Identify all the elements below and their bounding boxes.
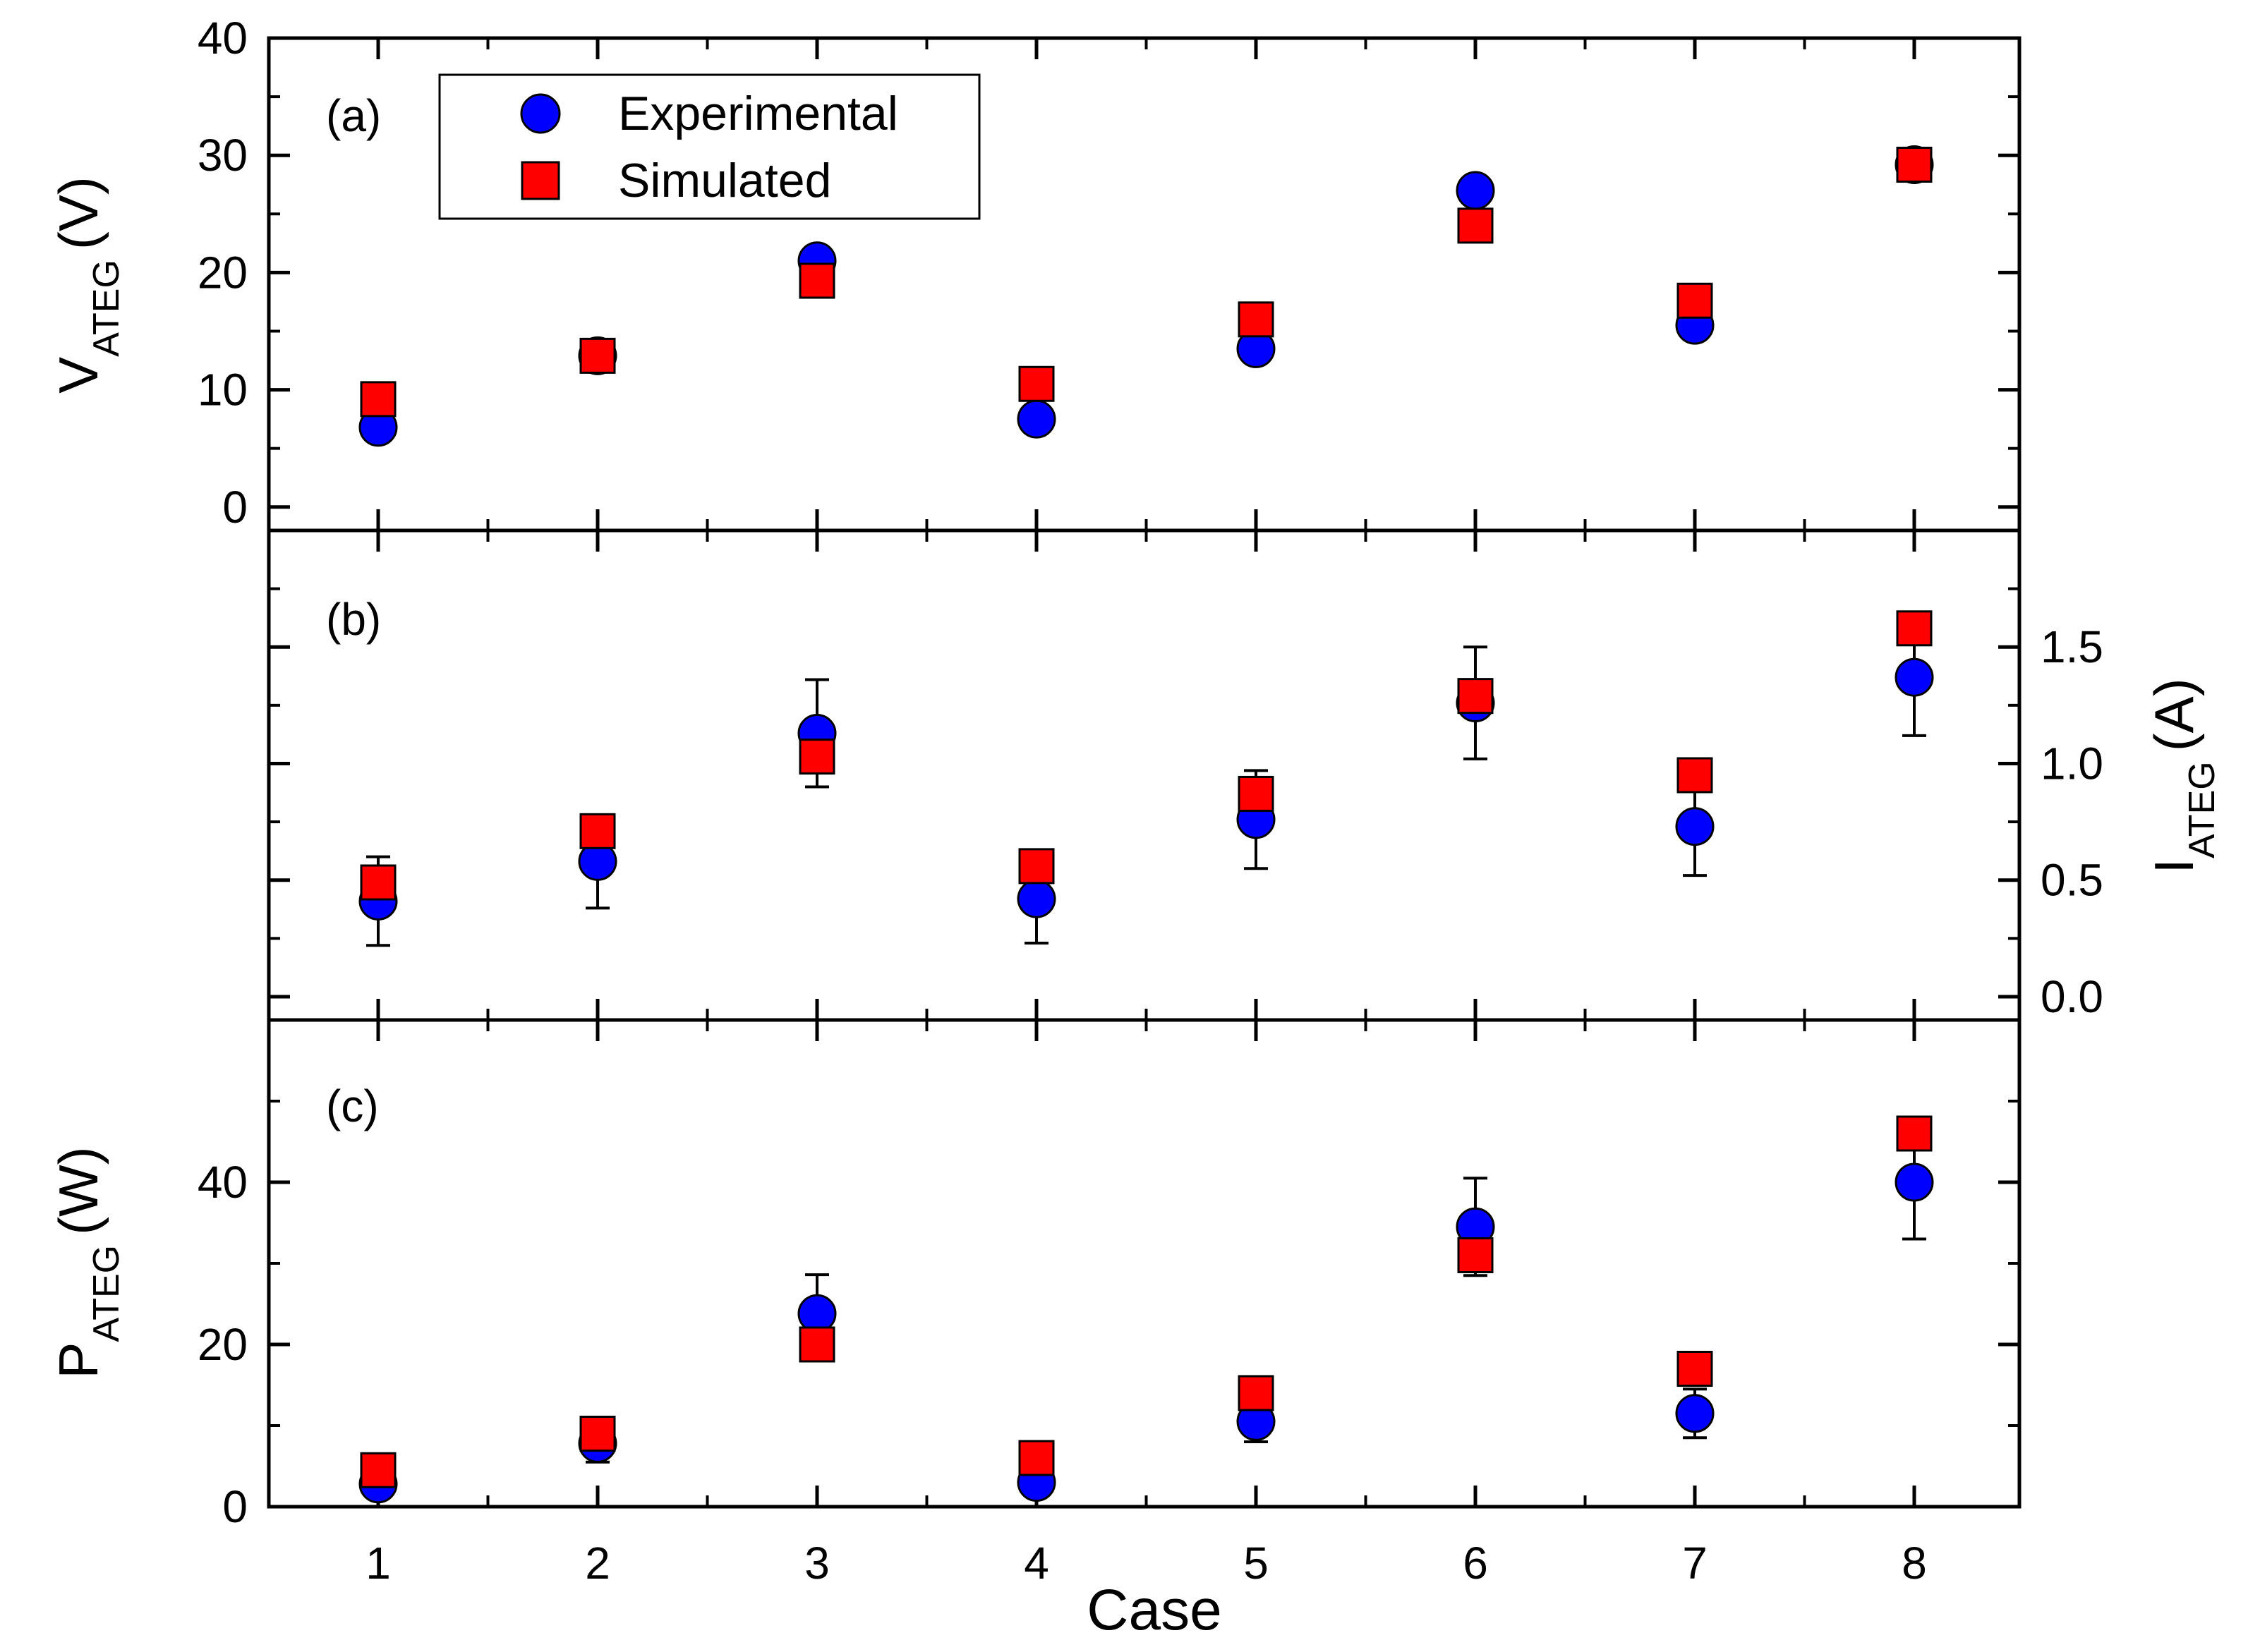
svg-text:PATEG(W): PATEG (W): [47, 1146, 127, 1378]
panel-a-simulated-point: [1676, 282, 1713, 319]
panel-c-simulated-point: [1676, 1351, 1713, 1387]
panel-c-experimental-point: [1675, 1394, 1715, 1433]
x-axis-title: Case: [1087, 1578, 1221, 1642]
panel-b-ytick-label: 1.0: [2041, 738, 2103, 789]
panel-c-simulated-point: [360, 1452, 397, 1488]
panel-b-simulated-point: [360, 864, 397, 901]
panel-a-experimental-point: [1456, 171, 1495, 210]
panel-b-experimental-point: [1017, 879, 1056, 918]
markers-layer: [358, 145, 1934, 1504]
panel-a-experimental-point: [1017, 399, 1056, 439]
panel-c-ytick-label: 40: [198, 1157, 248, 1208]
ylabel-b-unit: (A): [2143, 678, 2205, 751]
xtick-label: 1: [365, 1538, 391, 1589]
panel-c-ytick-label: 0: [222, 1481, 248, 1532]
panel-c-simulated-point: [579, 1416, 616, 1452]
panel-c-frame: [267, 1018, 2022, 1509]
panel-a-ytick-label: 40: [198, 13, 248, 63]
ylabel-a-sub: ATEG: [86, 260, 127, 357]
panel-b-simulated-point: [1457, 678, 1494, 715]
legend: Experimental Simulated: [438, 73, 981, 220]
svg-text:VATEG(V): VATEG (V): [47, 176, 127, 394]
panel-b-ytick-label: 1.5: [2041, 621, 2103, 672]
panel-b-experimental-point: [1675, 807, 1715, 846]
panel-b-simulated-point: [1896, 610, 1933, 647]
panel-a-simulated-point: [360, 381, 397, 418]
xtick-label: 6: [1463, 1538, 1488, 1589]
ylabel-a-main: V: [47, 357, 109, 394]
ylabel-a: VATEG (V): [47, 176, 127, 394]
panel-a-simulated-point: [579, 337, 616, 374]
panel-b-simulated-point: [1676, 757, 1713, 794]
ylabel-c-sub: ATEG: [86, 1245, 127, 1342]
panel-b-tag: (b): [326, 594, 381, 645]
panel-c-tag: (c): [326, 1081, 379, 1131]
ylabel-b-main: I: [2143, 858, 2205, 874]
panel-a-simulated-point: [1018, 365, 1055, 402]
panel-a-simulated-point: [799, 262, 835, 299]
legend-experimental-marker: [520, 93, 561, 134]
legend-simulated-marker: [521, 161, 560, 200]
panel-a-ytick-label: 30: [198, 130, 248, 181]
panel-c-simulated-point: [1018, 1440, 1055, 1476]
panel-b-simulated-point: [1018, 848, 1055, 885]
xtick-label: 8: [1902, 1538, 1927, 1589]
panel-b-experimental-point: [1895, 657, 1934, 697]
xtick-label: 5: [1243, 1538, 1269, 1589]
xtick-label: 4: [1024, 1538, 1049, 1589]
panel-a-simulated-point: [1896, 146, 1933, 183]
panel-a-tag: (a): [326, 90, 381, 141]
ylabel-b-sub: ATEG: [2182, 761, 2223, 858]
panel-c-ytick-label: 20: [198, 1319, 248, 1370]
panel-b-ytick-label: 0.5: [2041, 855, 2103, 906]
ylabel-c-unit: (W): [47, 1146, 109, 1235]
panel-c-simulated-point: [1238, 1375, 1274, 1411]
panel-a-ytick-label: 0: [222, 482, 248, 533]
ticks-layer: 0 10 20 30 40 0.0 0.5 1.0 1.5 0 20 40 1 2 3 4 5 6 7 8: [198, 13, 2103, 1589]
panel-a-ytick-label: 10: [198, 365, 248, 415]
ylabel-b: IATEG (A): [2143, 678, 2223, 873]
legend-simulated-label: Simulated: [618, 154, 831, 207]
panel-a-ytick-label: 20: [198, 247, 248, 298]
panel-b-simulated-point: [1238, 775, 1274, 812]
xtick-label: 2: [585, 1538, 610, 1589]
ylabel-c: PATEG (W): [47, 1146, 127, 1378]
legend-experimental-label: Experimental: [618, 87, 898, 140]
panel-c-simulated-point: [1896, 1115, 1933, 1152]
panel-b-simulated-point: [579, 813, 616, 849]
panel-c-simulated-point: [1457, 1237, 1494, 1273]
xtick-label: 3: [804, 1538, 830, 1589]
ylabel-a-unit: (V): [47, 176, 109, 250]
panel-c-experimental-point: [1895, 1162, 1934, 1202]
xtick-label: 7: [1682, 1538, 1708, 1589]
panel-b-ytick-label: 0.0: [2041, 971, 2103, 1022]
panel-b-simulated-point: [799, 739, 835, 775]
ylabel-c-main: P: [47, 1342, 109, 1379]
panel-a-simulated-point: [1457, 207, 1494, 244]
panel-a-simulated-point: [1238, 301, 1274, 338]
panel-b-frame: [267, 528, 2022, 1022]
svg-text:IATEG(A): IATEG (A): [2143, 678, 2223, 873]
panel-c-simulated-point: [799, 1326, 835, 1363]
